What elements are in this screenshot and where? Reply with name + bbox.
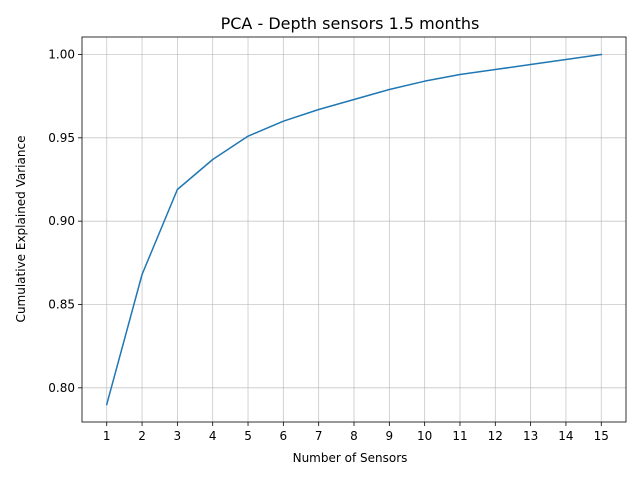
series-layer (105, 53, 603, 406)
x-tick-label: 10 (417, 429, 432, 443)
y-axis-label: Cumulative Explained Variance (14, 136, 28, 323)
x-tick-label: 1 (103, 429, 111, 443)
y-tick-label: 1.00 (48, 48, 75, 62)
x-tick-label: 2 (138, 429, 146, 443)
series-line (105, 53, 603, 406)
x-tick-label: 11 (452, 429, 467, 443)
x-tick-label: 8 (350, 429, 358, 443)
y-axis: 0.80 0.85 0.90 0.95 1.00 (48, 48, 82, 395)
y-tick-label: 0.80 (48, 381, 75, 395)
x-tick-label: 12 (488, 429, 503, 443)
x-tick-label: 7 (315, 429, 323, 443)
x-tick-label: 9 (386, 429, 394, 443)
y-tick-label: 0.90 (48, 214, 75, 228)
x-tick-label: 4 (209, 429, 217, 443)
x-tick-label: 5 (244, 429, 252, 443)
x-tick-label: 14 (558, 429, 573, 443)
x-tick-label: 13 (523, 429, 538, 443)
y-tick-label: 0.85 (48, 298, 75, 312)
plot-frame (81, 36, 627, 423)
x-tick-label: 6 (280, 429, 288, 443)
x-axis: 1 2 3 4 5 6 7 8 9 10 11 12 13 14 15 (103, 422, 609, 443)
x-tick-label: 3 (174, 429, 182, 443)
grid (82, 37, 626, 422)
x-tick-label: 15 (594, 429, 609, 443)
y-tick-label: 0.95 (48, 131, 75, 145)
chart-title: PCA - Depth sensors 1.5 months (221, 14, 480, 33)
x-axis-label: Number of Sensors (293, 451, 408, 465)
